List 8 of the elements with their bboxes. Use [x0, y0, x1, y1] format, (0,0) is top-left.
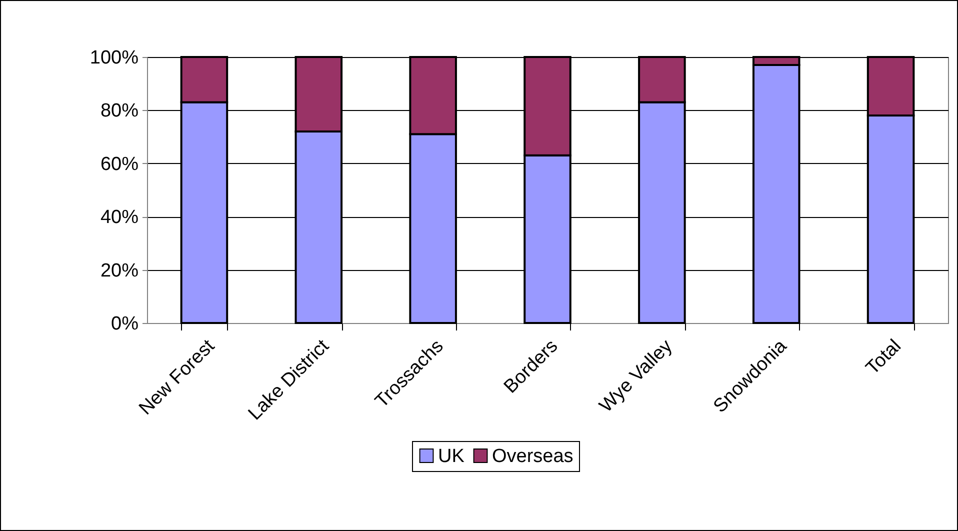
y-tick-label: 20% — [100, 260, 139, 282]
y-tick-label: 40% — [100, 207, 139, 228]
y-tick-label: 80% — [100, 100, 139, 122]
legend-label: Overseas — [492, 446, 574, 467]
y-tick-label: 60% — [100, 154, 139, 175]
y-tick-label: 0% — [111, 314, 139, 334]
y-tick-label: 100% — [90, 48, 139, 68]
legend-label: UK — [438, 446, 465, 467]
